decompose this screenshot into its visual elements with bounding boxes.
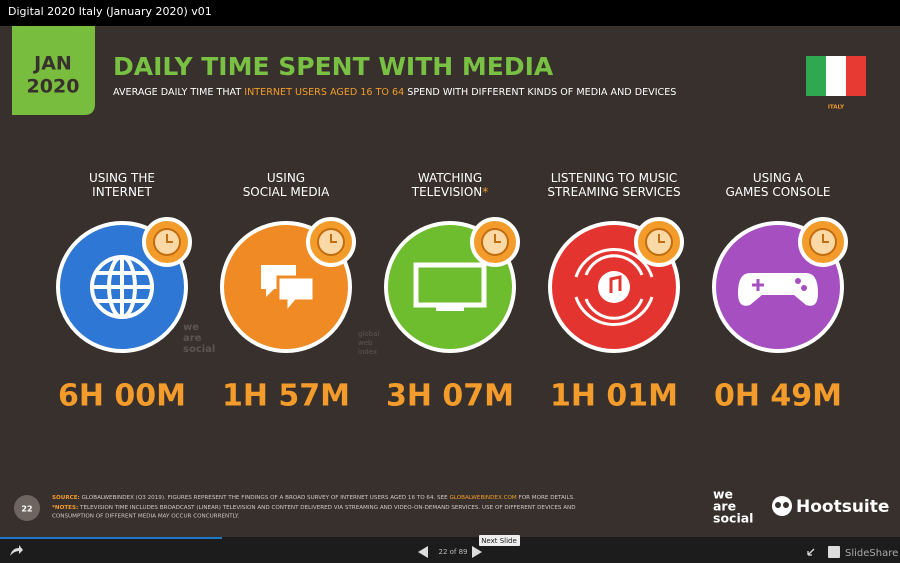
logo-hootsuite: Hootsuite	[772, 496, 889, 517]
source-link[interactable]: GLOBALWEBINDEX.COM	[449, 495, 516, 501]
prev-button[interactable]	[418, 546, 428, 558]
icon	[413, 262, 487, 308]
label-line: INTERNET	[92, 185, 152, 199]
label-line: TELEVISION	[411, 185, 483, 199]
item-value: 0H 49M	[714, 379, 842, 414]
icon	[752, 279, 764, 291]
notes-label: *NOTES:	[52, 505, 78, 511]
watermark-text: we	[183, 322, 199, 333]
subtitle-part: AVERAGE DAILY TIME THAT	[113, 87, 244, 98]
clock-hands	[658, 234, 665, 243]
subtitle-part: SPEND WITH DIFFERENT KINDS OF MEDIA AND …	[404, 87, 676, 98]
item-label: WATCHING	[418, 171, 482, 185]
page-badge	[14, 495, 40, 521]
watermark-text: web	[358, 339, 373, 347]
label-mark: *	[482, 185, 488, 199]
item-label: GAMES CONSOLE	[725, 185, 830, 199]
icon	[92, 257, 152, 317]
subtitle-highlight: INTERNET USERS AGED 16 TO 64	[244, 87, 404, 98]
watermark: global web index	[358, 330, 379, 356]
item-value: 6H 00M	[58, 379, 186, 414]
item-label: TELEVISION*	[411, 185, 489, 199]
icon	[801, 285, 807, 291]
subtitle: AVERAGE DAILY TIME THAT INTERNET USERS A…	[113, 87, 676, 98]
watermark-text: global	[358, 330, 379, 338]
page-number: 22	[21, 505, 32, 514]
icon	[276, 275, 316, 318]
logo-we-are-social: we are social	[713, 487, 753, 526]
logo-text: we	[713, 487, 733, 502]
item-label: SOCIAL MEDIA	[243, 185, 330, 199]
brand: SlideShare	[845, 548, 898, 559]
source: SOURCE: GLOBALWEBINDEX (Q3 2019). FIGURE…	[52, 495, 575, 501]
item-label: LISTENING TO MUSIC	[551, 171, 678, 185]
label-line: USING THE	[89, 171, 155, 185]
clock-hands	[166, 234, 173, 243]
icon	[436, 307, 464, 311]
next-button[interactable]	[472, 546, 482, 558]
notes: *NOTES: TELEVISION TIME INCLUDES BROADCA…	[52, 505, 576, 511]
player-bar	[0, 537, 900, 563]
label-line: GAMES CONSOLE	[725, 185, 830, 199]
tooltip	[479, 535, 520, 546]
icon	[795, 278, 801, 284]
clock-hands	[330, 234, 337, 243]
source-text: GLOBALWEBINDEX (Q3 2019). FIGURES REPRES…	[80, 495, 450, 501]
slide-title: DAILY TIME SPENT WITH MEDIA	[113, 52, 554, 81]
flag	[806, 56, 866, 96]
icon	[609, 275, 622, 293]
date-tab	[12, 26, 95, 115]
label-line: WATCHING	[418, 171, 482, 185]
label-line: USING A	[753, 171, 804, 185]
watermark: we are social	[183, 322, 215, 355]
item-label: USING A	[753, 171, 804, 185]
watermark-text: social	[183, 344, 215, 355]
logo-text: social	[713, 511, 753, 526]
label-line: STREAMING SERVICES	[547, 185, 680, 199]
tooltip-text: Next Slide	[481, 537, 517, 545]
window-bar	[0, 0, 900, 26]
share-button[interactable]	[10, 545, 23, 556]
label-line: USING	[267, 171, 305, 185]
item-label: STREAMING SERVICES	[547, 185, 680, 199]
footnotes: SOURCE: GLOBALWEBINDEX (Q3 2019). FIGURE…	[52, 495, 576, 520]
source-text: FOR MORE DETAILS.	[517, 495, 575, 501]
page-indicator: 22 of 89	[438, 548, 467, 556]
item-value: 1H 57M	[222, 379, 350, 414]
item-label: USING THE	[89, 171, 155, 185]
clock-hands	[822, 234, 829, 243]
label-line: SOCIAL MEDIA	[243, 185, 330, 199]
item-label: INTERNET	[92, 185, 152, 199]
window-title: Digital 2020 Italy (January 2020) v01	[8, 5, 212, 18]
watermark-text: are	[183, 333, 202, 344]
icon	[598, 271, 630, 303]
label-line: LISTENING TO MUSIC	[551, 171, 678, 185]
item-label: USING	[267, 171, 305, 185]
logo-text: Hootsuite	[796, 497, 889, 517]
item-value: 1H 01M	[550, 379, 678, 414]
clock-hands	[494, 234, 501, 243]
notes-text: TELEVISION TIME INCLUDES BROADCAST (LINE…	[78, 505, 575, 511]
linkedin-icon	[828, 546, 840, 558]
date-month: JAN	[32, 53, 72, 75]
watermark-text: index	[358, 348, 377, 356]
progress	[0, 537, 222, 539]
item-value: 3H 07M	[386, 379, 514, 414]
country: ITALY	[828, 105, 845, 111]
date-year: 2020	[27, 76, 80, 98]
logo-text: are	[713, 499, 736, 514]
notes-text: CONSUMPTION OF DIFFERENT MEDIA MAY OCCUR…	[52, 514, 239, 520]
source-label: SOURCE:	[52, 495, 80, 501]
fullscreen-button[interactable]	[807, 548, 815, 556]
icon	[574, 247, 654, 327]
